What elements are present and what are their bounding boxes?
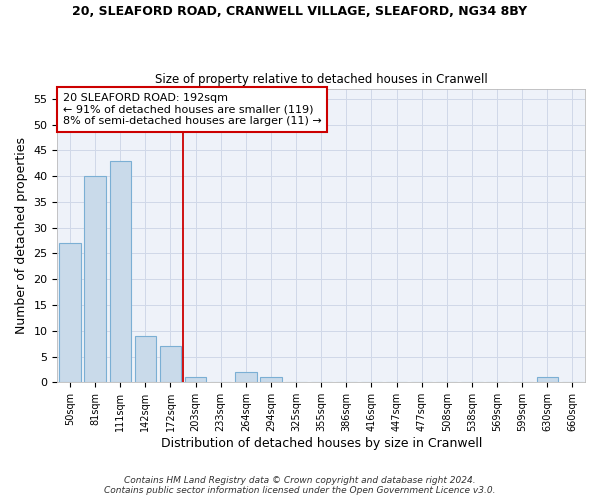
Y-axis label: Number of detached properties: Number of detached properties	[15, 137, 28, 334]
X-axis label: Distribution of detached houses by size in Cranwell: Distribution of detached houses by size …	[161, 437, 482, 450]
Bar	[160, 346, 181, 382]
Bar	[110, 160, 131, 382]
Bar	[260, 377, 281, 382]
Bar	[235, 372, 257, 382]
Title: Size of property relative to detached houses in Cranwell: Size of property relative to detached ho…	[155, 73, 488, 86]
Bar	[134, 336, 156, 382]
Bar	[536, 377, 558, 382]
Bar	[185, 377, 206, 382]
Text: 20, SLEAFORD ROAD, CRANWELL VILLAGE, SLEAFORD, NG34 8BY: 20, SLEAFORD ROAD, CRANWELL VILLAGE, SLE…	[73, 5, 527, 18]
Text: 20 SLEAFORD ROAD: 192sqm
← 91% of detached houses are smaller (119)
8% of semi-d: 20 SLEAFORD ROAD: 192sqm ← 91% of detach…	[62, 93, 322, 126]
Bar	[59, 243, 80, 382]
Bar	[85, 176, 106, 382]
Text: Contains HM Land Registry data © Crown copyright and database right 2024.
Contai: Contains HM Land Registry data © Crown c…	[104, 476, 496, 495]
